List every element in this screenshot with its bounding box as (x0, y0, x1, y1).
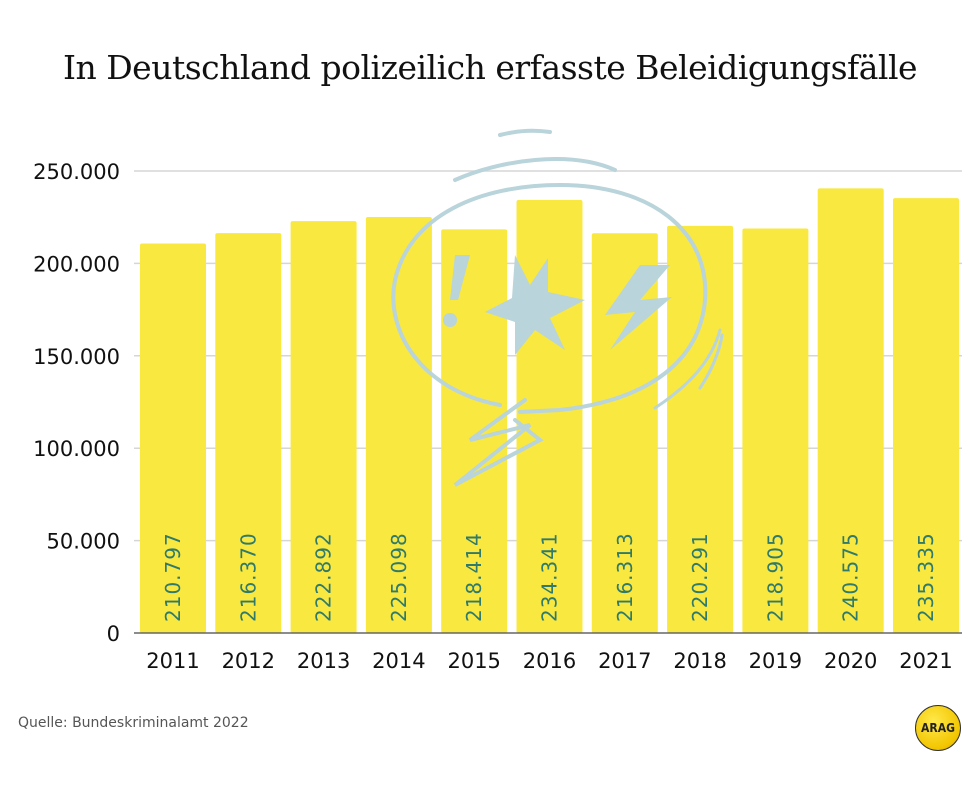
y-tick-label: 100.000 (33, 437, 120, 461)
x-tick-label: 2013 (297, 649, 350, 673)
bar-2019 (742, 228, 809, 633)
y-tick-label: 0 (107, 622, 120, 646)
value-label: 216.370 (236, 532, 260, 622)
bar-2012 (215, 233, 282, 633)
value-label: 235.335 (914, 532, 938, 622)
bar-2014 (365, 217, 432, 633)
illustration-stroke (698, 333, 724, 390)
chart-title: In Deutschland polizeilich erfasste Bele… (62, 48, 918, 87)
value-label: 220.291 (688, 532, 712, 622)
x-tick-label: 2021 (899, 649, 952, 673)
y-tick-label: 150.000 (33, 345, 120, 369)
illustration-stroke (391, 182, 708, 414)
burst-icon (485, 255, 585, 355)
value-label: 216.313 (613, 532, 637, 622)
bar-2020 (817, 188, 884, 633)
lightning-icon (605, 265, 672, 350)
value-label: 240.575 (839, 532, 863, 622)
value-label: 222.892 (312, 532, 336, 622)
illustration-stroke (453, 157, 617, 182)
value-label: 218.905 (763, 532, 787, 622)
illustration-stroke (653, 328, 722, 410)
bar-2015 (441, 229, 508, 634)
bar-2018 (667, 225, 734, 634)
bars (140, 188, 959, 634)
y-tick-label: 200.000 (33, 252, 120, 276)
value-label: 234.341 (538, 532, 562, 622)
x-tick-label: 2017 (598, 649, 651, 673)
exclamation-dot (443, 313, 457, 327)
bar-2013 (290, 221, 357, 633)
y-tick-label: 250.000 (33, 160, 120, 184)
illustration-stroke (498, 128, 552, 137)
x-tick-label: 2015 (447, 649, 500, 673)
x-tick-label: 2019 (749, 649, 802, 673)
x-tick-label: 2016 (523, 649, 576, 673)
x-tick-label: 2018 (673, 649, 726, 673)
value-label: 218.414 (462, 532, 486, 622)
value-label: 225.098 (387, 532, 411, 622)
bar-2021 (893, 198, 959, 633)
speech-bubble-illustration (391, 128, 724, 487)
exclamation-icon (450, 255, 470, 300)
bar-2017 (591, 233, 658, 633)
y-tick-label: 50.000 (47, 530, 120, 554)
axes: 0 50.000 100.000 150.000 200.000 250.000 2011 2… (33, 160, 962, 673)
x-tick-label: 2011 (146, 649, 199, 673)
x-tick-label: 2020 (824, 649, 877, 673)
x-tick-label: 2014 (372, 649, 425, 673)
value-label: 210.797 (161, 532, 185, 622)
value-labels: 210.797 216.370 222.892 225.098 218.414 234.3… (161, 532, 938, 622)
x-tick-label: 2012 (222, 649, 275, 673)
source-note: Quelle: Bundeskriminalamt 2022 (18, 715, 249, 731)
arag-logo: ARAG (915, 705, 961, 751)
illustration-stroke (453, 398, 544, 487)
bar-2011 (140, 243, 206, 633)
